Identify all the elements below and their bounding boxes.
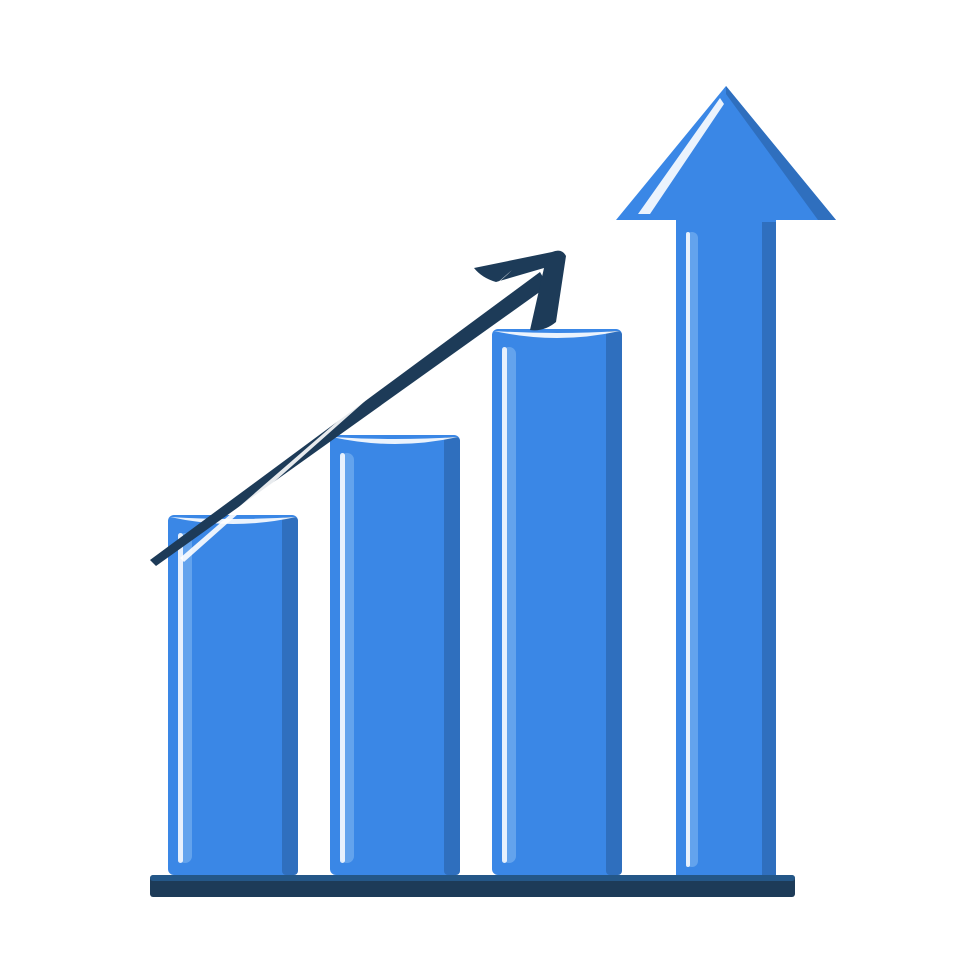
- growth-chart-infographic: [0, 0, 980, 980]
- growth-chart-svg: [0, 0, 980, 980]
- bar-2: [330, 435, 460, 875]
- bar-1: [168, 515, 298, 875]
- bar-3: [492, 329, 622, 875]
